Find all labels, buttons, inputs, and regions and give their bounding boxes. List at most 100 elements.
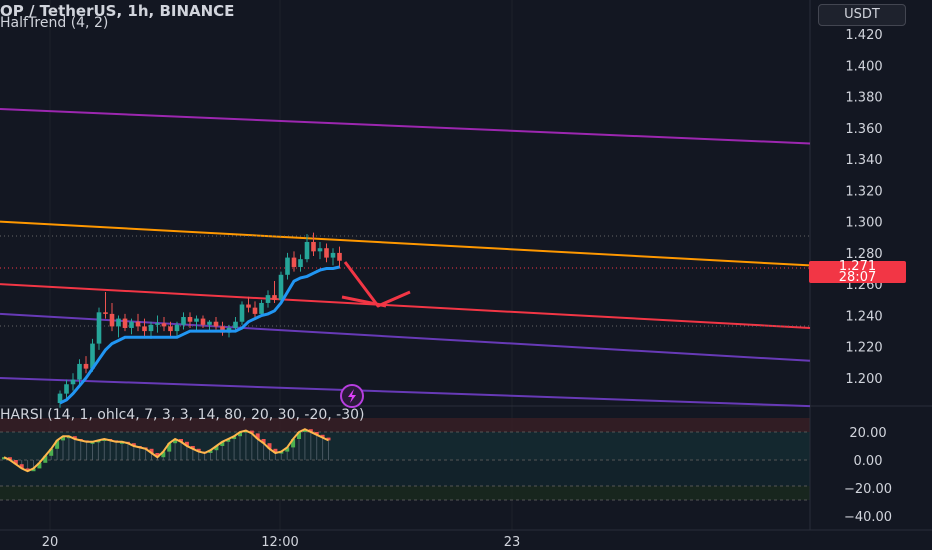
candle-body xyxy=(103,312,108,314)
harsi-candle xyxy=(291,439,296,448)
candle-body xyxy=(220,326,225,333)
candle-body xyxy=(239,304,245,322)
harsi-candle xyxy=(297,432,301,439)
harsi-candle xyxy=(25,468,30,472)
halftrend-indicator-title[interactable]: HalfTrend (4, 2) xyxy=(0,15,109,31)
lightning-icon[interactable] xyxy=(340,384,364,408)
price-axis[interactable]: 1.420 1.400 1.380 1.360 1.340 1.320 1.300 1.280… xyxy=(845,28,882,387)
harsi-candle xyxy=(13,460,18,465)
harsi-candle xyxy=(314,432,319,435)
candle-body xyxy=(278,274,284,300)
harsi-candle xyxy=(267,443,272,449)
harsi-overbought-zone xyxy=(0,418,810,432)
bar-countdown: 28:07 xyxy=(838,270,877,285)
harsi-candle xyxy=(255,433,260,439)
candle-body xyxy=(116,318,121,327)
channel-line xyxy=(0,220,811,267)
candle-body xyxy=(57,393,63,404)
candle-body xyxy=(265,295,271,303)
price-tick-label: 1.360 xyxy=(845,122,882,137)
harsi-candle xyxy=(173,439,178,444)
harsi-candle xyxy=(326,437,331,441)
candle-body xyxy=(285,257,290,275)
candle-body xyxy=(90,343,95,369)
candle-body xyxy=(129,321,134,328)
harsi-candle xyxy=(196,448,201,452)
candle-body xyxy=(83,363,89,369)
harsi-candle xyxy=(184,441,189,446)
candle-body xyxy=(187,317,193,322)
harsi-candle xyxy=(249,430,254,434)
channel-line xyxy=(0,283,811,329)
candle-body xyxy=(337,252,342,261)
channel-line xyxy=(0,312,811,362)
price-tick-label: 1.420 xyxy=(845,28,882,43)
oscillator-tick-label: 20.00 xyxy=(849,426,886,441)
harsi-candle xyxy=(220,441,225,446)
price-tick-label: 1.340 xyxy=(845,153,882,168)
trend-channels xyxy=(0,108,811,408)
candle-body xyxy=(135,321,141,327)
harsi-candle xyxy=(261,439,266,444)
candle-body xyxy=(161,323,167,327)
price-tick-label: 1.220 xyxy=(845,341,882,356)
candle-body xyxy=(168,326,173,332)
candle-body xyxy=(122,318,128,328)
harsi-line xyxy=(3,428,329,473)
harsi-candle xyxy=(19,464,24,469)
last-price-tag: 1.271 28:07 xyxy=(809,260,906,285)
harsi-candle xyxy=(167,443,172,452)
harsi-lower-zone xyxy=(0,460,810,486)
price-tick-label: 1.240 xyxy=(845,309,882,324)
oscillator-tick-label: 0.00 xyxy=(854,454,883,469)
candle-body xyxy=(148,324,154,332)
candle-body xyxy=(174,324,180,332)
harsi-candle xyxy=(61,436,65,441)
harsi-candle xyxy=(208,450,213,453)
halftrend-line xyxy=(59,265,340,405)
harsi-candle xyxy=(320,434,325,438)
oscillator-tick-label: −40.00 xyxy=(844,510,892,525)
harsi-candle xyxy=(55,440,60,449)
candle-body xyxy=(298,259,303,267)
candle-body xyxy=(155,323,160,325)
candle-body xyxy=(317,248,323,252)
harsi-candle xyxy=(155,453,160,458)
candle-body xyxy=(311,241,316,252)
oscillator-tick-label: −20.00 xyxy=(844,482,892,497)
harsi-candle xyxy=(238,432,242,437)
harsi-candle xyxy=(285,447,290,452)
time-tick-label: 12:00 xyxy=(261,535,298,550)
candle-body xyxy=(142,326,147,332)
channel-line xyxy=(0,108,811,145)
harsi-candle xyxy=(232,436,237,439)
harsi-candle xyxy=(226,439,231,442)
candle-body xyxy=(77,363,82,380)
harsi-candle xyxy=(214,446,219,451)
symbol-title[interactable]: OP / TetherUS, 1h, BINANCE xyxy=(0,2,235,20)
candle-body xyxy=(96,312,102,344)
harsi-candle xyxy=(149,448,154,453)
price-tick-label: 1.200 xyxy=(845,372,882,387)
oscillator-axis[interactable]: 20.00 0.00 −20.00 −40.00 xyxy=(844,426,892,525)
harsi-candle xyxy=(308,429,313,432)
price-tick-label: 1.320 xyxy=(845,184,882,199)
harsi-candle xyxy=(7,457,12,460)
candle-body xyxy=(252,307,258,314)
price-tick-label: 1.380 xyxy=(845,91,882,106)
harsi-indicator-title[interactable]: HARSI (14, 1, ohlc4, 7, 3, 3, 14, 80, 20… xyxy=(0,407,365,423)
candle-body xyxy=(200,318,206,325)
candle-body xyxy=(324,248,329,258)
harsi-candle xyxy=(31,468,36,472)
arrow-annotation[interactable] xyxy=(341,261,411,308)
price-tick-label: 1.300 xyxy=(845,216,882,231)
currency-button[interactable]: USDT xyxy=(818,4,906,26)
time-tick-label: 20 xyxy=(42,535,59,550)
harsi-candle xyxy=(273,448,278,453)
candle-body xyxy=(70,379,76,385)
harsi-candle xyxy=(190,446,195,449)
candle-body xyxy=(272,295,277,300)
time-axis[interactable]: 20 12:00 23 xyxy=(42,535,521,550)
candle-body xyxy=(109,313,115,327)
